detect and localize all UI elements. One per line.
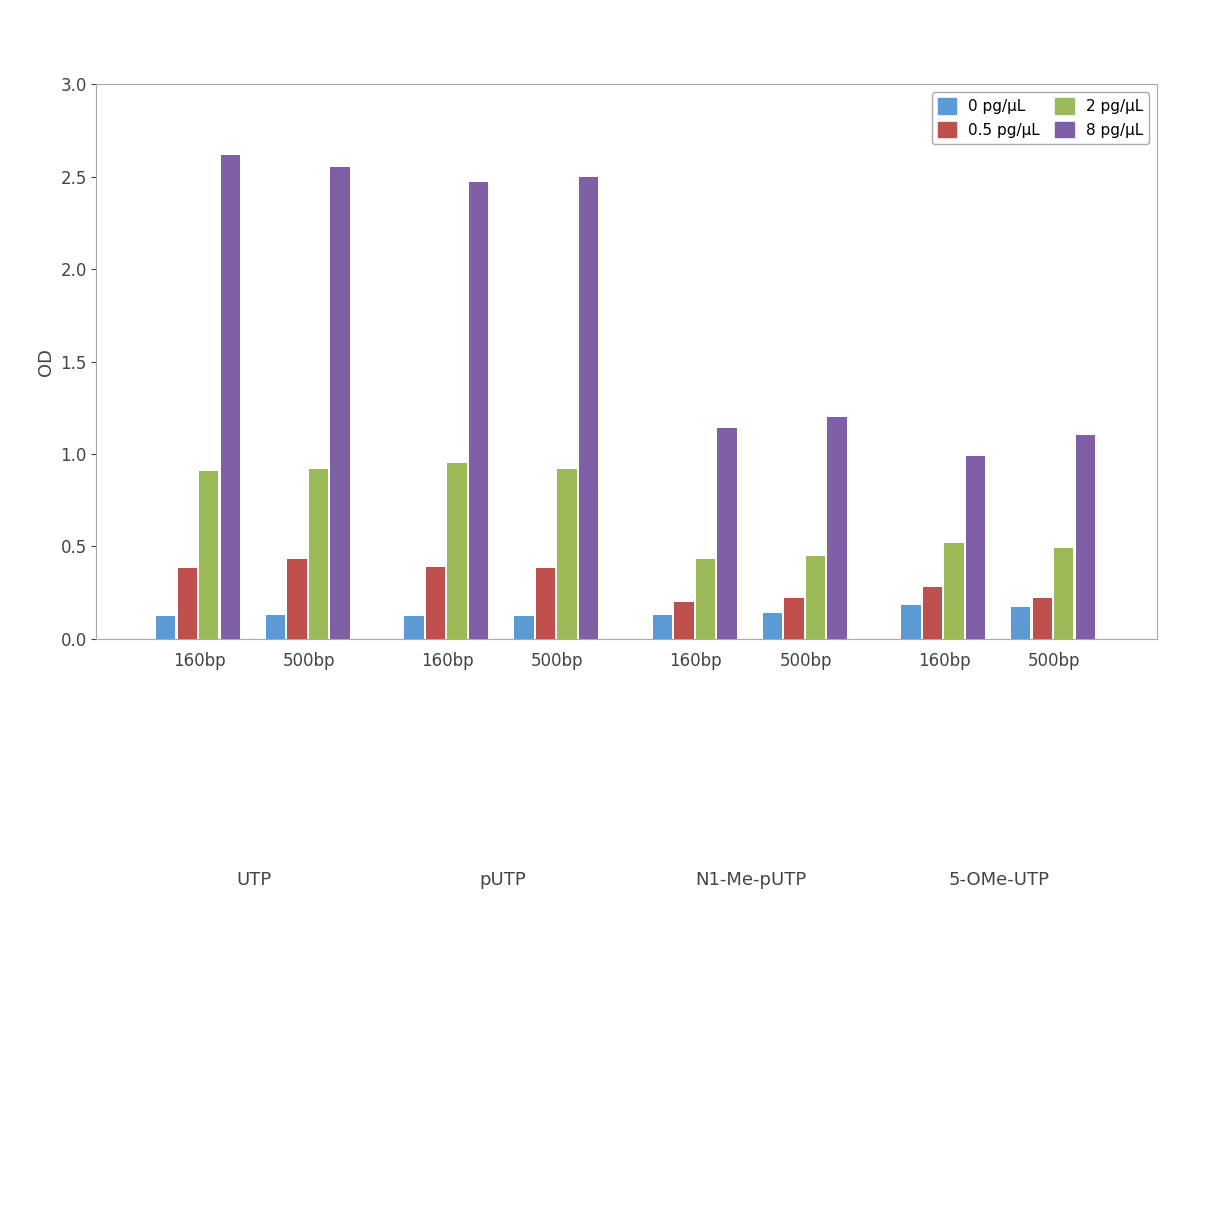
Bar (536, 569, 556, 639)
Bar (675, 601, 694, 639)
Bar (923, 587, 942, 639)
Legend: 0 pg/μL, 0.5 pg/μL, 2 pg/μL, 8 pg/μL: 0 pg/μL, 0.5 pg/μL, 2 pg/μL, 8 pg/μL (931, 92, 1150, 143)
Bar (763, 613, 782, 639)
Bar (965, 455, 984, 639)
Text: N1-Me-pUTP: N1-Me-pUTP (695, 871, 806, 889)
Bar (288, 559, 307, 639)
Bar (1011, 607, 1030, 639)
Bar (945, 542, 964, 639)
Text: pUTP: pUTP (480, 871, 525, 889)
Bar (1033, 598, 1052, 639)
Bar (806, 556, 825, 639)
Bar (901, 605, 921, 639)
Bar (447, 463, 466, 639)
Bar (427, 566, 446, 639)
Bar (558, 469, 577, 639)
Bar (784, 598, 804, 639)
Bar (515, 617, 534, 639)
Bar (1076, 435, 1095, 639)
Bar (199, 470, 218, 639)
Bar (1054, 548, 1074, 639)
Bar (157, 617, 176, 639)
Bar (405, 617, 424, 639)
Bar (221, 154, 240, 639)
Bar (330, 167, 349, 639)
Bar (653, 615, 672, 639)
Bar (827, 417, 847, 639)
Bar (177, 569, 196, 639)
Bar (695, 559, 716, 639)
Text: 5-OMe-UTP: 5-OMe-UTP (948, 871, 1050, 889)
Y-axis label: OD: OD (36, 347, 54, 376)
Bar (469, 182, 488, 639)
Bar (578, 177, 598, 639)
Text: UTP: UTP (236, 871, 271, 889)
Bar (308, 469, 328, 639)
Bar (266, 615, 286, 639)
Bar (717, 428, 736, 639)
